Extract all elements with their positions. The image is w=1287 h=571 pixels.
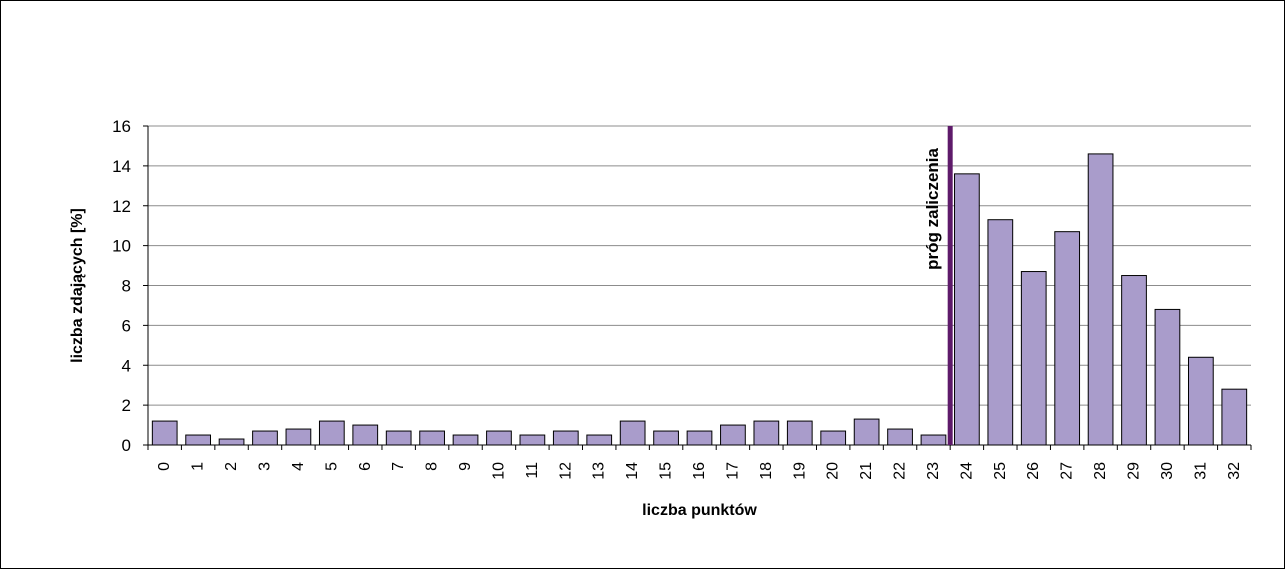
x-tick-label: 12: [557, 462, 574, 480]
y-tick-label: 12: [112, 197, 131, 216]
bar-22: [887, 428, 913, 446]
gridlines: [148, 125, 1251, 406]
x-tick-label: 9: [457, 462, 474, 471]
x-tick-label: 18: [758, 462, 775, 480]
x-tick-label: 29: [1126, 462, 1143, 480]
bar-23: [920, 434, 947, 446]
x-tick-label: 21: [858, 462, 875, 480]
bar-25: [987, 219, 1014, 446]
x-tick-label: 17: [724, 462, 741, 480]
x-tick-label: 19: [791, 462, 808, 480]
x-tick-label: 4: [290, 462, 307, 471]
y-tick-label: 6: [122, 316, 131, 335]
threshold-label: próg zaliczenia: [923, 147, 942, 269]
bar-6: [352, 424, 379, 446]
bar-4: [285, 428, 312, 446]
x-tick-label: 28: [1092, 462, 1109, 480]
y-tick-label: 4: [122, 356, 131, 375]
bar-26: [1020, 271, 1047, 446]
bar-16: [686, 430, 713, 446]
x-tick-labels: 0 1 2 3 4 5 6 7 8 9 10 11 12 13 14 15 16 17 18 19 20 21 22 23 24…: [156, 462, 1243, 480]
bar-11: [519, 434, 546, 446]
bar-12: [552, 430, 579, 446]
x-tick-label: 2: [223, 462, 240, 471]
x-tick-label: 16: [691, 462, 708, 480]
bar-1: [185, 434, 212, 446]
bar-32: [1221, 388, 1248, 446]
x-tick-label: 31: [1192, 462, 1209, 480]
y-axis-title: liczba zdających [%]: [69, 208, 86, 363]
y-tick-label: 2: [122, 396, 131, 415]
x-tick-label: 27: [1059, 462, 1076, 480]
bar-9: [452, 434, 479, 446]
bar-5: [318, 420, 345, 446]
x-tick-label: 0: [156, 462, 173, 471]
bar-18: [753, 420, 780, 446]
x-tick-label: 11: [524, 462, 541, 479]
bar-3: [252, 430, 278, 446]
bar-27: [1054, 231, 1081, 446]
bar-17: [720, 424, 746, 446]
x-tick-label: 32: [1226, 462, 1243, 480]
bar-8: [419, 430, 445, 446]
x-tick-label: 1: [190, 462, 207, 471]
x-tick-label: 15: [658, 462, 675, 480]
x-tick-label: 23: [925, 462, 942, 480]
x-tick-label: 14: [624, 462, 641, 480]
bars: [151, 153, 1248, 446]
x-tick-label: 20: [825, 462, 842, 480]
bar-20: [820, 430, 847, 446]
x-tick-label: 25: [992, 462, 1009, 480]
bar-14: [619, 420, 646, 446]
y-tick-labels: 0 2 4 6 8 10 12 14 16: [112, 117, 131, 455]
bar-21: [853, 418, 880, 446]
y-tick-label: 16: [112, 117, 131, 136]
x-tick-label: 7: [390, 462, 407, 471]
bar-0: [151, 420, 178, 446]
x-tick-label: 8: [424, 462, 441, 471]
axes: [143, 125, 1252, 450]
bar-29: [1121, 275, 1147, 446]
bar-7: [385, 430, 412, 446]
y-tick-label: 10: [112, 237, 131, 256]
threshold-group: próg zaliczenia: [923, 126, 953, 445]
y-tick-label: 14: [112, 157, 131, 176]
bar-30: [1154, 308, 1181, 446]
bar-31: [1187, 356, 1214, 446]
bar-15: [653, 430, 679, 446]
bar-19: [786, 420, 813, 446]
x-axis-title: liczba punktów: [642, 502, 757, 519]
bar-10: [486, 430, 512, 446]
bar-2: [218, 438, 245, 446]
x-tick-label: 24: [958, 462, 975, 480]
x-tick-label: 10: [490, 462, 507, 480]
x-tick-label: 13: [591, 462, 608, 480]
bar-24: [954, 173, 980, 446]
x-tick-label: 3: [256, 462, 273, 471]
bar-13: [586, 434, 613, 446]
y-tick-label: 8: [122, 277, 131, 296]
x-tick-label: 22: [892, 462, 909, 480]
bar-28: [1087, 153, 1114, 446]
x-tick-label: 6: [357, 462, 374, 471]
x-tick-label: 26: [1025, 462, 1042, 480]
y-tick-label: 0: [122, 436, 131, 455]
x-tick-label: 30: [1159, 462, 1176, 480]
x-tick-label: 5: [323, 462, 340, 471]
